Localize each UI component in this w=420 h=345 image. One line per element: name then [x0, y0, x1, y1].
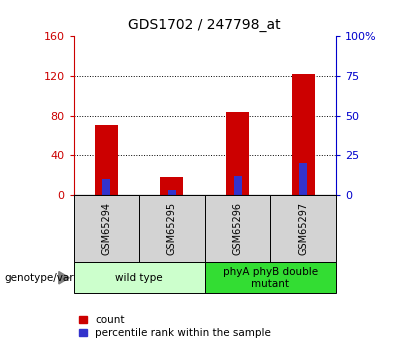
Text: GSM65295: GSM65295 [167, 202, 177, 255]
Text: wild type: wild type [116, 273, 163, 283]
Bar [102, 179, 110, 195]
Bar [292, 74, 315, 195]
Polygon shape [59, 272, 69, 284]
Bar [160, 177, 184, 195]
Text: GSM65297: GSM65297 [298, 202, 308, 255]
Bar [234, 176, 241, 195]
Legend: count, percentile rank within the sample: count, percentile rank within the sample [79, 315, 271, 338]
Text: phyA phyB double
mutant: phyA phyB double mutant [223, 267, 318, 288]
Title: GDS1702 / 247798_at: GDS1702 / 247798_at [129, 18, 281, 32]
Text: GSM65294: GSM65294 [101, 202, 111, 255]
Bar [168, 190, 176, 195]
Bar [95, 126, 118, 195]
Text: genotype/variation: genotype/variation [4, 273, 103, 283]
Bar [226, 112, 249, 195]
Bar [299, 163, 307, 195]
Text: GSM65296: GSM65296 [233, 202, 243, 255]
